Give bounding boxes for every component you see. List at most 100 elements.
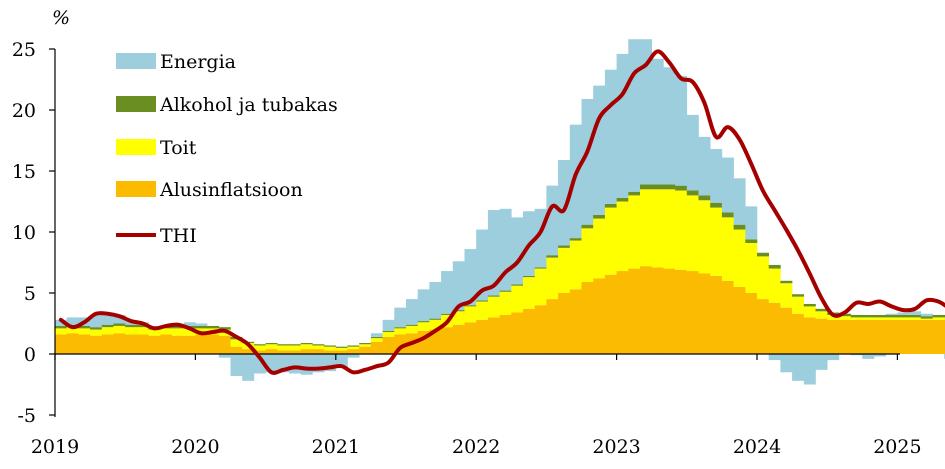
y-tick-label: 25 xyxy=(12,39,36,61)
bar-energia-28 xyxy=(382,319,395,331)
bar-toit-31 xyxy=(417,322,430,331)
bar-alkohol-ja-tubakas-67 xyxy=(838,313,851,317)
bar-toit-68 xyxy=(850,317,863,320)
bar-alkohol-ja-tubakas-13 xyxy=(207,325,220,329)
bar-toit-30 xyxy=(406,325,418,334)
bar-alusinflatsioon-0 xyxy=(55,334,67,354)
bar-alkohol-ja-tubakas-38 xyxy=(499,290,512,292)
bar-toit-8 xyxy=(148,329,161,336)
bar-alusinflatsioon-27 xyxy=(370,341,383,354)
bar-energia-56 xyxy=(710,149,723,203)
bar-toit-5 xyxy=(113,325,126,334)
bar-toit-29 xyxy=(394,328,407,335)
bar-alkohol-ja-tubakas-70 xyxy=(874,314,886,318)
bar-toit-58 xyxy=(733,229,746,287)
bar-alusinflatsioon-32 xyxy=(429,329,442,354)
bar-alusinflatsioon-13 xyxy=(207,334,220,354)
bar-energia-1 xyxy=(66,317,79,325)
bar-alkohol-ja-tubakas-4 xyxy=(101,324,114,328)
bar-toit-41 xyxy=(534,268,547,306)
bar-toit-11 xyxy=(183,328,196,336)
bar-toit-46 xyxy=(593,218,606,279)
bar-toit-72 xyxy=(897,317,910,320)
bar-energia-74 xyxy=(920,313,933,317)
bar-energia-66 xyxy=(827,354,840,361)
bar-alusinflatsioon-64 xyxy=(803,317,816,354)
bar-energia-43 xyxy=(558,160,571,246)
bar-alusinflatsioon-66 xyxy=(827,319,840,354)
bar-alusinflatsioon-7 xyxy=(136,334,149,354)
bar-alusinflatsioon-10 xyxy=(172,335,184,354)
bar-toit-43 xyxy=(558,247,571,293)
bar-energia-44 xyxy=(569,124,582,239)
bar-alkohol-ja-tubakas-59 xyxy=(745,239,758,243)
bar-alkohol-ja-tubakas-58 xyxy=(733,224,746,230)
bar-toit-7 xyxy=(136,327,149,335)
bar-toit-51 xyxy=(651,189,664,268)
bar-alusinflatsioon-20 xyxy=(289,350,301,354)
bar-alusinflatsioon-23 xyxy=(324,350,337,354)
bar-energia-15 xyxy=(230,354,243,376)
bar-toit-38 xyxy=(499,291,512,315)
legend-label: Toit xyxy=(160,137,197,159)
bar-toit-45 xyxy=(581,228,594,283)
bar-energia-31 xyxy=(417,289,430,322)
bar-alkohol-ja-tubakas-20 xyxy=(289,344,301,346)
bar-alkohol-ja-tubakas-5 xyxy=(113,323,126,326)
bar-alusinflatsioon-15 xyxy=(230,346,243,354)
bar-alkohol-ja-tubakas-27 xyxy=(370,336,383,339)
x-tick-label: 2019 xyxy=(31,436,79,458)
bar-alkohol-ja-tubakas-29 xyxy=(394,327,407,329)
bar-alusinflatsioon-59 xyxy=(745,293,758,354)
legend-label: Alusinflatsioon xyxy=(159,179,303,201)
bar-alusinflatsioon-44 xyxy=(569,289,582,354)
bar-alusinflatsioon-74 xyxy=(920,319,933,354)
bar-toit-37 xyxy=(487,296,500,318)
bar-alkohol-ja-tubakas-69 xyxy=(862,314,875,318)
bar-toit-60 xyxy=(757,256,769,300)
bar-alkohol-ja-tubakas-54 xyxy=(686,190,699,196)
bar-alkohol-ja-tubakas-26 xyxy=(359,343,372,345)
bar-alusinflatsioon-26 xyxy=(359,346,372,354)
bar-toit-26 xyxy=(359,344,372,347)
bar-alusinflatsioon-16 xyxy=(242,349,255,354)
bar-energia-25 xyxy=(347,354,360,358)
bar-energia-51 xyxy=(651,58,664,185)
bar-alkohol-ja-tubakas-62 xyxy=(780,280,793,284)
bar-alusinflatsioon-18 xyxy=(265,349,278,354)
bar-alkohol-ja-tubakas-50 xyxy=(640,184,652,190)
bar-toit-3 xyxy=(90,329,103,336)
bar-toit-32 xyxy=(429,319,442,330)
bar-energia-39 xyxy=(511,217,524,285)
bar-toit-69 xyxy=(862,317,875,320)
bar-alusinflatsioon-3 xyxy=(90,335,103,354)
bar-alusinflatsioon-14 xyxy=(218,335,231,354)
bar-toit-70 xyxy=(874,317,886,320)
bar-alkohol-ja-tubakas-17 xyxy=(253,344,266,346)
bar-alusinflatsioon-70 xyxy=(874,319,886,354)
bar-energia-12 xyxy=(195,323,208,326)
bar-alkohol-ja-tubakas-24 xyxy=(335,346,348,348)
bar-alkohol-ja-tubakas-7 xyxy=(136,324,149,328)
bar-alusinflatsioon-1 xyxy=(66,333,79,354)
bar-alusinflatsioon-69 xyxy=(862,319,875,354)
bar-alkohol-ja-tubakas-60 xyxy=(757,252,769,257)
bar-alusinflatsioon-61 xyxy=(768,302,781,354)
bar-alkohol-ja-tubakas-68 xyxy=(850,314,863,318)
y-tick-label: 5 xyxy=(24,283,36,305)
bar-energia-64 xyxy=(803,354,816,385)
bar-alusinflatsioon-35 xyxy=(464,322,477,354)
bar-alusinflatsioon-24 xyxy=(335,350,348,354)
bar-alkohol-ja-tubakas-19 xyxy=(277,344,290,346)
bar-toit-75 xyxy=(932,317,945,320)
bar-alusinflatsioon-11 xyxy=(183,335,196,354)
bar-alusinflatsioon-50 xyxy=(640,266,652,354)
bar-alusinflatsioon-5 xyxy=(113,333,126,354)
bar-energia-46 xyxy=(593,85,606,215)
bar-alusinflatsioon-63 xyxy=(792,313,805,354)
bar-alkohol-ja-tubakas-10 xyxy=(172,325,184,329)
bar-alusinflatsioon-52 xyxy=(663,268,676,354)
bar-toit-40 xyxy=(523,277,535,309)
bar-toit-15 xyxy=(230,339,243,347)
bar-alusinflatsioon-53 xyxy=(675,269,688,354)
